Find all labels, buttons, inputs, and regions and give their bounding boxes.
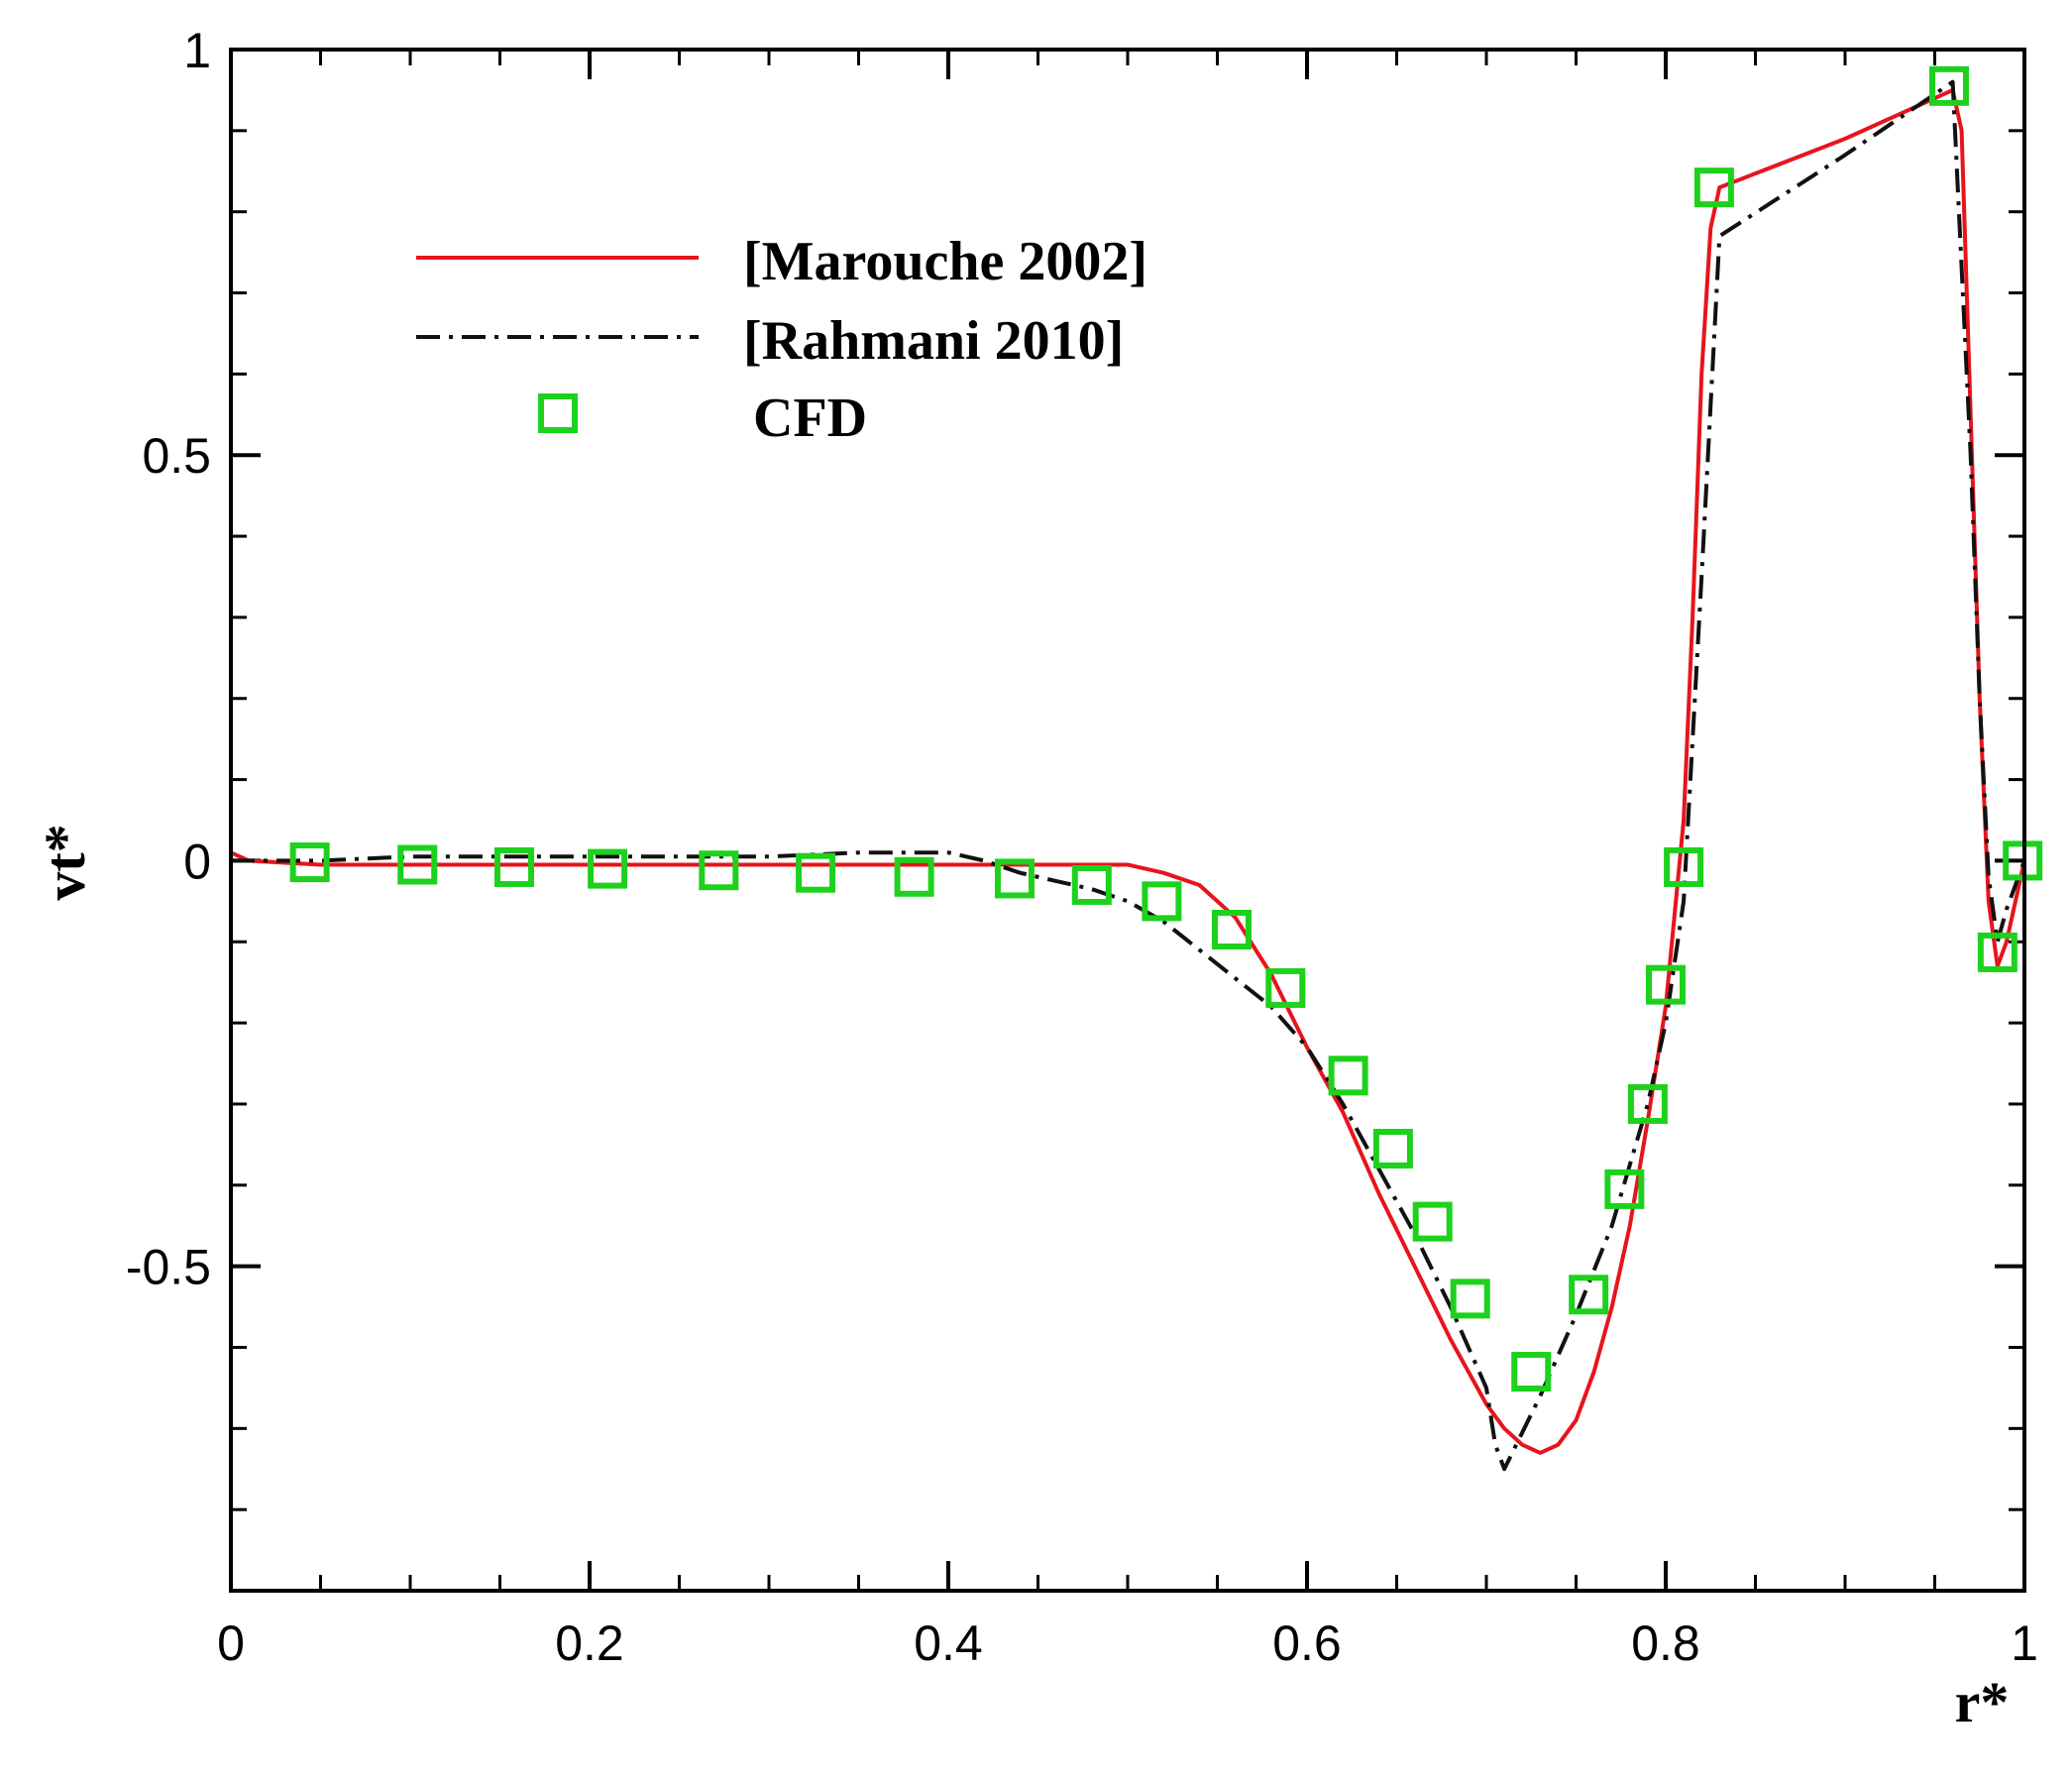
cfd-data-point bbox=[493, 846, 534, 887]
cfd-data-point bbox=[994, 858, 1035, 899]
cfd-data-point bbox=[1693, 167, 1734, 208]
cfd-data-point bbox=[894, 856, 934, 897]
cfd-data-point bbox=[1328, 1056, 1368, 1096]
y-tick-label: 0.5 bbox=[142, 428, 211, 484]
legend-label-rahmani: [Rahmani 2010] bbox=[743, 310, 1124, 372]
cfd-data-point bbox=[1977, 932, 2017, 972]
cfd-data-point bbox=[1071, 864, 1112, 905]
cfd-data-point bbox=[1511, 1352, 1552, 1392]
minor-ticks bbox=[229, 48, 2026, 1593]
x-tick-label: 0.8 bbox=[1631, 1615, 1700, 1671]
cfd-data-point bbox=[1412, 1201, 1453, 1242]
cfd-data-point bbox=[588, 848, 628, 889]
cfd-data-point bbox=[1569, 1275, 1609, 1315]
y-tick-label: 1 bbox=[183, 23, 211, 78]
cfd-data-point bbox=[397, 844, 438, 885]
x-axis-label: r* bbox=[1955, 1670, 2010, 1734]
y-axis-label: vt* bbox=[33, 824, 97, 900]
cfd-data-point bbox=[1627, 1083, 1668, 1124]
cfd-data-point bbox=[289, 842, 330, 883]
cfd-data-point bbox=[1450, 1279, 1490, 1319]
series-cfd-markers bbox=[289, 65, 2043, 1392]
cfd-data-point bbox=[1265, 967, 1306, 1008]
legend-label-marouche: [Marouche 2002] bbox=[743, 231, 1147, 292]
y-tick-label: -0.5 bbox=[126, 1240, 211, 1295]
x-tick-label: 0.6 bbox=[1272, 1615, 1342, 1671]
x-tick-label: 0 bbox=[217, 1615, 245, 1671]
x-tick-label: 1 bbox=[2011, 1615, 2038, 1671]
legend-marker-cfd bbox=[538, 393, 578, 433]
legend-label-cfd: CFD bbox=[753, 388, 867, 449]
cfd-data-point bbox=[1142, 881, 1182, 922]
cfd-data-point bbox=[1372, 1128, 1413, 1169]
series-marouche-line bbox=[230, 87, 2026, 1455]
cfd-data-point bbox=[1664, 846, 1704, 887]
cfd-data-point bbox=[699, 850, 739, 891]
x-tick-label: 0.2 bbox=[555, 1615, 624, 1671]
tick-labels: 0 0.2 0.4 0.6 0.8 1 1 0.5 0 -0.5 bbox=[126, 23, 2038, 1671]
cfd-data-point bbox=[1604, 1169, 1645, 1209]
x-tick-label: 0.4 bbox=[914, 1615, 983, 1671]
cfd-data-point bbox=[1928, 65, 1969, 106]
cfd-data-point bbox=[1211, 909, 1252, 949]
plot-frame bbox=[229, 48, 2026, 1593]
y-tick-label: 0 bbox=[183, 834, 211, 889]
cfd-data-point bbox=[796, 852, 836, 893]
cfd-data-point bbox=[1646, 964, 1686, 1005]
legend: [Marouche 2002] [Rahmani 2010] CFD bbox=[416, 231, 1147, 449]
series-rahmani-line bbox=[231, 79, 2026, 1472]
